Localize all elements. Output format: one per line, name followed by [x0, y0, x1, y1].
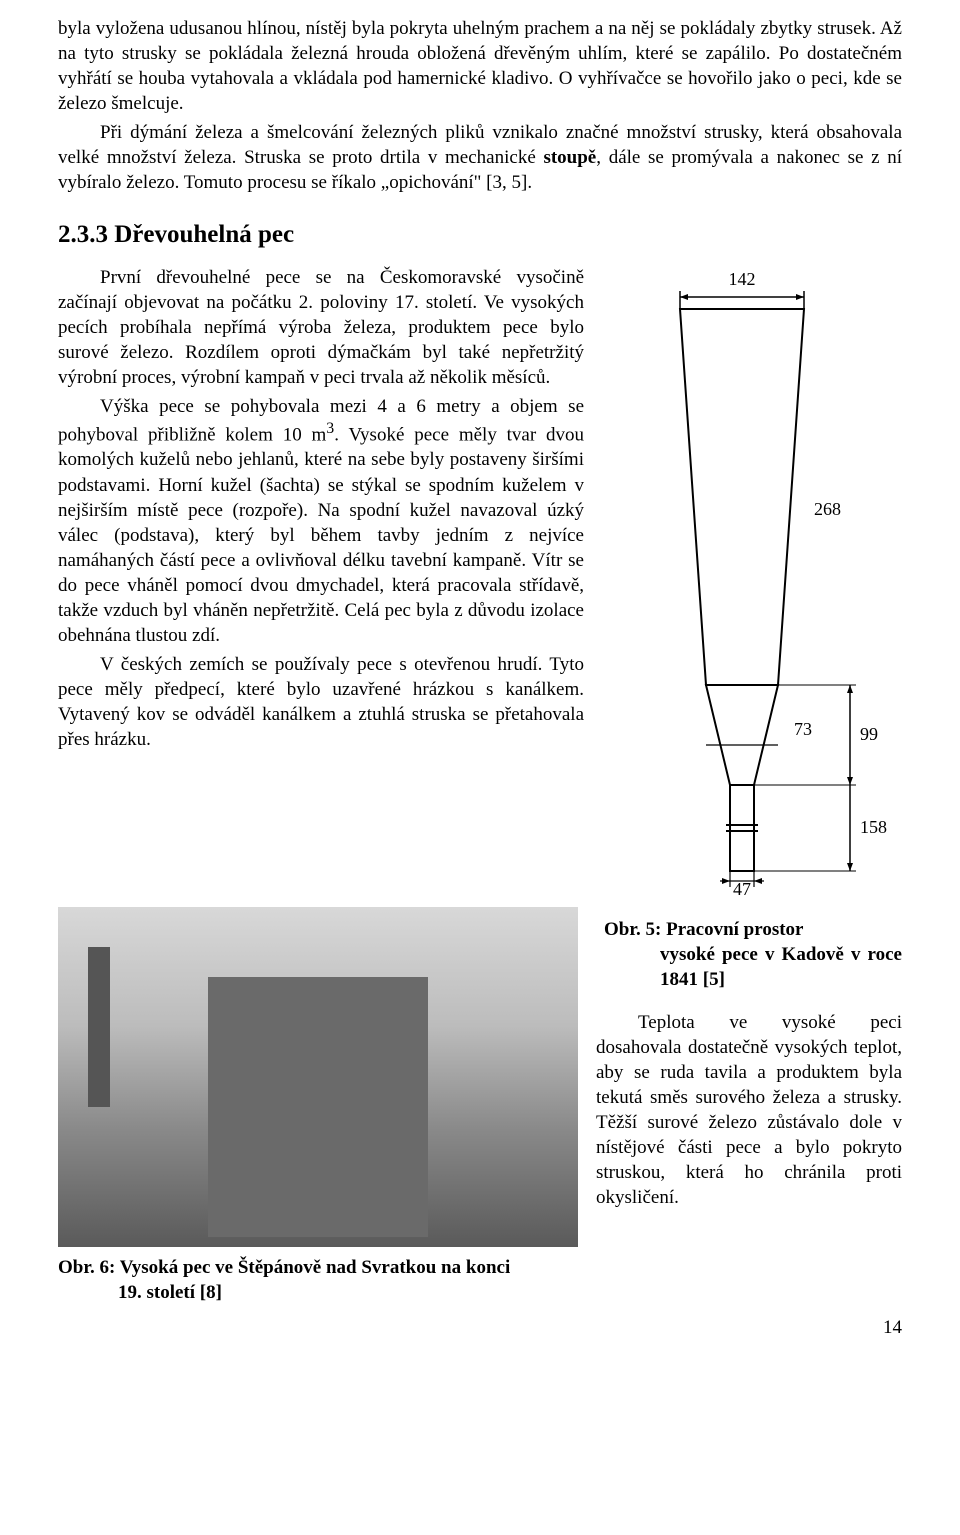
- dim-label-268: 268: [814, 499, 841, 519]
- paragraph: Při dýmání železa a šmelcování železných…: [58, 120, 902, 195]
- paragraph: Výška pece se pohybovala mezi 4 a 6 metr…: [58, 394, 584, 648]
- section-heading: 2.3.3 Dřevouhelná pec: [58, 218, 902, 251]
- caption-line: Obr. 6: Vysoká pec ve Štěpánově nad Svra…: [58, 1257, 510, 1278]
- page-number: 14: [58, 1315, 902, 1340]
- caption-line: Obr. 5: Pracovní prostor: [604, 919, 804, 940]
- dim-label-73: 73: [794, 719, 812, 739]
- paragraph: První dřevouhelné pece se na Českomoravs…: [58, 265, 584, 390]
- paragraph: V českých zemích se používaly pece s ote…: [58, 652, 584, 752]
- furnace-photo: [58, 907, 578, 1247]
- dim-label-158: 158: [860, 817, 887, 837]
- furnace-diagram: 142 268 73: [602, 265, 902, 905]
- paragraph: byla vyložena udusanou hlínou, nístěj by…: [58, 16, 902, 116]
- dim-label-99: 99: [860, 724, 878, 744]
- dim-label-top: 142: [729, 269, 756, 289]
- text-run: . Vysoké pece měly tvar dvou komolých ku…: [58, 424, 584, 646]
- text-bold: stoupě: [543, 147, 596, 168]
- paragraph: Teplota ve vysoké peci dosahovala dostat…: [596, 1010, 902, 1211]
- figure-5-caption: Obr. 5: Pracovní prostor vysoké pece v K…: [596, 917, 902, 992]
- caption-line: 19. století [8]: [58, 1282, 222, 1303]
- dim-label-47: 47: [733, 879, 751, 899]
- caption-line: vysoké pece v Kadově v roce 1841 [5]: [604, 942, 902, 992]
- figure-6-caption: Obr. 6: Vysoká pec ve Štěpánově nad Svra…: [58, 1255, 578, 1305]
